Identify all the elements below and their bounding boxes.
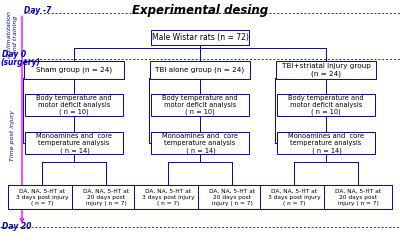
FancyBboxPatch shape — [324, 185, 392, 209]
Text: (surgery): (surgery) — [1, 58, 41, 67]
Text: DA, NA, 5-HT at
3 days post injury
( n = 7): DA, NA, 5-HT at 3 days post injury ( n =… — [268, 189, 320, 205]
FancyBboxPatch shape — [25, 132, 123, 154]
FancyBboxPatch shape — [277, 94, 375, 116]
Text: Day -7: Day -7 — [24, 6, 51, 15]
Text: Time post injury: Time post injury — [10, 110, 15, 161]
FancyBboxPatch shape — [25, 94, 123, 116]
Text: Acclimatization
and training: Acclimatization and training — [7, 11, 18, 59]
FancyBboxPatch shape — [198, 185, 266, 209]
Text: TBI alone group (n = 24): TBI alone group (n = 24) — [156, 67, 244, 73]
FancyBboxPatch shape — [151, 30, 249, 45]
Text: Body temperature and
motor deficit analysis
( n = 10): Body temperature and motor deficit analy… — [36, 95, 112, 115]
FancyBboxPatch shape — [134, 185, 202, 209]
Text: Monoamines and  core
temperature analysis
 ( n = 14): Monoamines and core temperature analysis… — [288, 133, 364, 153]
FancyBboxPatch shape — [260, 185, 328, 209]
FancyBboxPatch shape — [151, 132, 249, 154]
FancyBboxPatch shape — [150, 61, 250, 79]
Text: TBI+striatal injury group
(n = 24): TBI+striatal injury group (n = 24) — [282, 63, 370, 77]
Text: Body temperature and
motor deficit analysis
( n = 10): Body temperature and motor deficit analy… — [288, 95, 364, 115]
FancyBboxPatch shape — [72, 185, 140, 209]
Text: Day 20: Day 20 — [2, 222, 32, 232]
Text: Experimental desing: Experimental desing — [132, 4, 268, 17]
Text: Monoamines and  core
temperature analysis
 ( n = 14): Monoamines and core temperature analysis… — [36, 133, 112, 153]
Text: Male Wistar rats (n = 72): Male Wistar rats (n = 72) — [152, 33, 248, 42]
FancyBboxPatch shape — [151, 94, 249, 116]
FancyBboxPatch shape — [277, 132, 375, 154]
Text: Day 0: Day 0 — [2, 50, 26, 59]
FancyBboxPatch shape — [24, 61, 124, 79]
Text: DA, NA, 5-HT at
3 days post injury
( n = 7): DA, NA, 5-HT at 3 days post injury ( n =… — [16, 189, 68, 205]
Text: DA, NA, 5-HT at
20 days post
injury ( n = 7): DA, NA, 5-HT at 20 days post injury ( n … — [209, 189, 255, 205]
Text: Body temperature and
motor deficit analysis
( n = 10): Body temperature and motor deficit analy… — [162, 95, 238, 115]
Text: DA, NA, 5-HT at
20 days post
injury ( n = 7): DA, NA, 5-HT at 20 days post injury ( n … — [335, 189, 381, 205]
FancyBboxPatch shape — [276, 61, 376, 79]
Text: DA, NA, 5-HT at
20 days post
injury ( n = 7): DA, NA, 5-HT at 20 days post injury ( n … — [83, 189, 129, 205]
Text: DA, NA, 5-HT at
3 days post injury
( n = 7): DA, NA, 5-HT at 3 days post injury ( n =… — [142, 189, 194, 205]
Text: Monoamines and  core
temperature analysis
 ( n = 14): Monoamines and core temperature analysis… — [162, 133, 238, 153]
FancyBboxPatch shape — [8, 185, 76, 209]
Text: Sham group (n = 24): Sham group (n = 24) — [36, 67, 112, 73]
